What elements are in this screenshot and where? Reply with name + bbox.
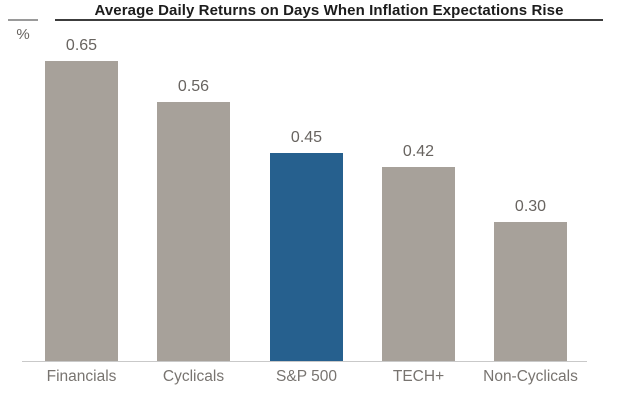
bar-tech-	[382, 167, 455, 361]
x-axis-line	[22, 361, 587, 362]
bar-financials	[45, 61, 118, 361]
chart-title: Average Daily Returns on Days When Infla…	[94, 2, 564, 19]
bar-value-label: 0.42	[402, 143, 435, 160]
x-axis-tick-label: Non-Cyclicals	[483, 368, 578, 385]
x-axis-tick-label: TECH+	[392, 368, 445, 385]
bar-value-label: 0.30	[514, 198, 547, 215]
x-axis-tick-label: Cyclicals	[162, 368, 225, 385]
x-axis-tick-label: S&P 500	[276, 368, 337, 385]
bar-value-label: 0.45	[290, 129, 323, 146]
x-axis-tick-label: Financials	[46, 368, 117, 385]
y-axis-unit-label: %	[16, 26, 30, 43]
bar-value-label: 0.65	[65, 37, 98, 54]
bar-value-label: 0.56	[177, 78, 210, 95]
title-underline	[55, 19, 603, 21]
bar-cyclicals	[157, 102, 230, 361]
y-axis-tick-line	[8, 19, 38, 21]
bar-non-cyclicals	[494, 222, 567, 361]
bar-s-p-500	[270, 153, 343, 361]
